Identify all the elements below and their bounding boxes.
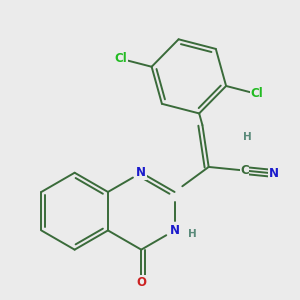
Text: C: C bbox=[240, 164, 249, 177]
Text: Cl: Cl bbox=[115, 52, 128, 65]
Text: N: N bbox=[136, 166, 146, 179]
Text: O: O bbox=[136, 276, 146, 289]
Text: H: H bbox=[188, 229, 197, 239]
Text: N: N bbox=[269, 167, 279, 180]
Text: Cl: Cl bbox=[250, 87, 263, 100]
Text: H: H bbox=[243, 132, 251, 142]
Text: N: N bbox=[169, 224, 180, 237]
